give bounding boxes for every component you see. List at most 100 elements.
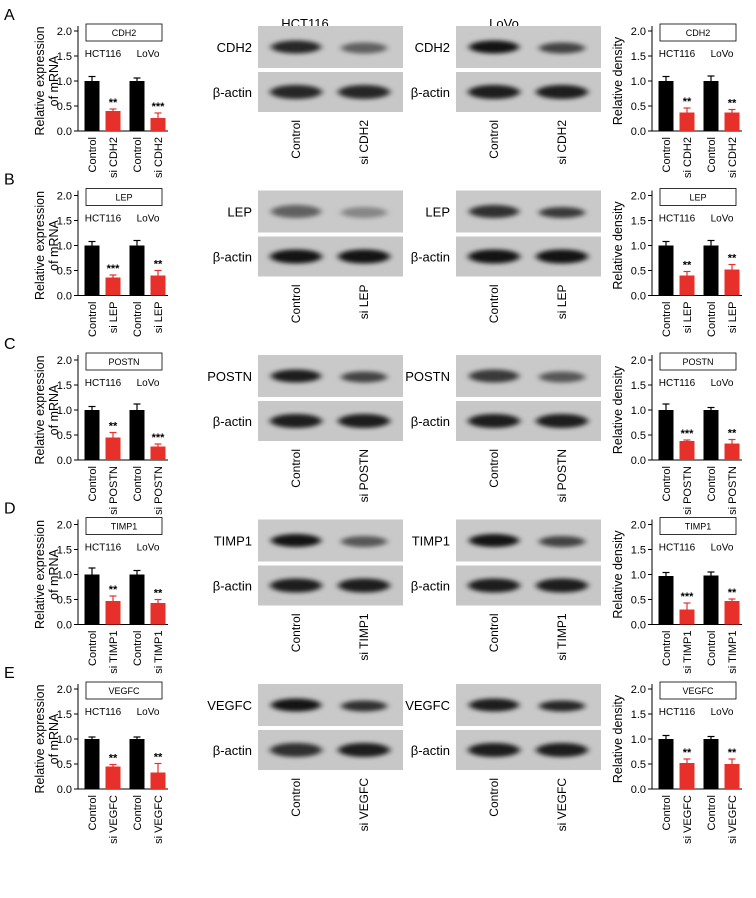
x-tick-label: Control [132,795,144,830]
y-tick-label: 1.5 [57,51,72,63]
panel-letter: E [4,665,15,682]
x-tick-label: Control [132,466,144,501]
bar-control [658,410,674,460]
x-tick-label: Control [87,631,99,666]
x-tick-label: Control [87,466,99,501]
bar-si-lep [105,277,121,296]
x-tick-label: si VEGFC [153,795,165,844]
blot-protein-label: CDH2 [217,40,252,55]
bar-si-vegfc [679,763,695,789]
blot-band [338,85,390,99]
y-tick-label: 1.0 [57,405,72,417]
blot-lane-label: Control [487,778,501,817]
western-blot-hct116: TIMP1 β-actin Control si TIMP1 [213,519,403,661]
blot-band [536,85,588,99]
x-tick-label: si CDH2 [108,137,120,178]
bar-si-lep [679,275,695,296]
y-axis-title: Relative density [611,201,625,290]
panel-letter: C [4,336,16,353]
bar-control [129,739,145,789]
y-tick-label: 1.5 [57,709,72,721]
y-tick-label: 1.0 [631,405,646,417]
y-axis-title: Relative expressionof mRNA [33,355,61,464]
bar-si-timp1 [724,601,740,625]
y-axis-title: Relative density [611,530,625,619]
bar-si-postn [679,441,695,460]
blot-band [271,369,321,383]
x-tick-label: si CDH2 [153,137,165,178]
significance-marker: *** [152,432,166,444]
x-tick-label: si POSTN [153,466,165,515]
significance-marker: ** [109,97,118,109]
y-tick-label: 0.0 [631,784,646,796]
y-tick-label: 2.0 [57,520,72,532]
y-tick-label: 0.5 [57,101,72,113]
y-tick-label: 1.0 [57,734,72,746]
significance-marker: ** [683,747,692,759]
chart-title-box: VEGFC [85,681,163,700]
bar-si-timp1 [105,601,121,625]
y-tick-label: 1.0 [631,241,646,253]
y-tick-label: 1.5 [57,216,72,228]
group-label-lovo: LoVo [711,378,734,389]
chart-title-box: CDH2 [659,23,737,42]
y-tick-label: 1.0 [57,76,72,88]
chart-title-box: TIMP1 [85,517,163,535]
bar-si-lep [150,275,166,296]
y-tick-label: 0.0 [631,620,646,632]
group-label-hct116: HCT116 [85,49,122,60]
bar-chart-density: 0.0 0.5 1.0 1.5 2.0 CDH2 HCT116 LoVo Control ** si… [611,23,742,178]
blot-actin-label: β-actin [213,250,252,265]
y-tick-label: 2.0 [57,26,72,38]
group-label-lovo: LoVo [711,49,734,60]
y-tick-label: 0.5 [57,266,72,278]
x-tick-label: si CDH2 [682,137,694,178]
bar-si-cdh2 [724,112,740,131]
bar-control [658,245,674,296]
blot-actin-label: β-actin [411,743,450,758]
group-label-lovo: LoVo [137,707,160,718]
y-tick-label: 0.5 [631,759,646,771]
blot-band [341,536,387,547]
y-tick-label: 0.0 [57,620,72,632]
bar-si-vegfc [724,764,740,789]
chart-title-box: CDH2 [85,23,163,42]
significance-marker: ** [154,259,163,271]
bar-control [703,245,719,296]
y-tick-label: 1.5 [631,216,646,228]
x-tick-label: si POSTN [727,466,739,515]
panel-letter: D [4,501,16,518]
blot-protein-label: TIMP1 [412,534,450,549]
blot-lane-label: si LEP [555,285,569,320]
blot-band [270,85,322,99]
bar-control [84,739,100,789]
bar-chart-mrna: 0.0 0.5 1.0 1.5 2.0 VEGFC HCT116 LoVo Control ** s… [33,681,168,844]
bar-chart-mrna: 0.0 0.5 1.0 1.5 2.0 LEP HCT116 LoVo Control *** si… [33,188,168,337]
group-label-hct116: HCT116 [85,543,122,554]
y-tick-label: 2.0 [631,520,646,532]
y-tick-label: 2.0 [57,191,72,203]
significance-marker: ** [154,588,163,600]
blot-band [539,700,585,712]
bar-control [129,245,145,296]
blot-band [539,536,585,547]
blot-lane-label: si TIMP1 [555,613,569,660]
blot-band [341,42,387,54]
y-tick-label: 0.5 [57,759,72,771]
group-label-hct116: HCT116 [85,707,122,718]
blot-band [341,700,387,712]
blot-protein-label: CDH2 [415,40,450,55]
blot-actin-label: β-actin [213,414,252,429]
x-tick-label: Control [706,631,718,666]
bar-control [84,245,100,296]
blot-band [468,743,520,757]
bar-control [658,739,674,789]
bar-si-timp1 [679,609,695,625]
chart-title-box: VEGFC [659,681,737,700]
y-tick-label: 1.0 [631,734,646,746]
blot-band [536,414,588,428]
blot-band [271,534,321,547]
x-tick-label: Control [661,466,673,501]
chart-title: TIMP1 [111,522,138,532]
